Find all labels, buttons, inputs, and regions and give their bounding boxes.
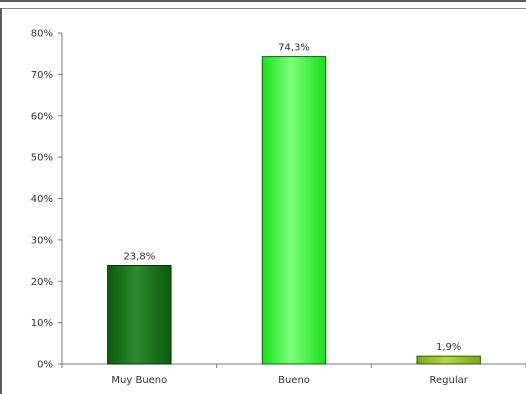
bar-muy-bueno [107, 265, 172, 365]
y-tick-label: 60% [31, 111, 53, 122]
window-top-border [0, 0, 526, 9]
data-label: 23,8% [123, 252, 155, 263]
y-tick-label: 30% [31, 235, 53, 246]
bar-bueno [261, 56, 327, 365]
y-tick-label: 0% [37, 360, 53, 371]
y-tick-label: 70% [31, 70, 53, 81]
y-tick-label: 80% [31, 29, 53, 40]
x-tick-label: Regular [429, 375, 468, 386]
bars [107, 56, 481, 365]
x-tick-label: Bueno [278, 375, 310, 386]
y-tick-label: 40% [31, 194, 53, 205]
bar-regular [416, 355, 481, 365]
y-tick-label: 20% [31, 277, 53, 288]
window-left-border [0, 8, 3, 394]
data-label: 1,9% [436, 342, 461, 353]
data-label: 74,3% [278, 43, 310, 54]
x-tick-label: Muy Bueno [111, 375, 167, 386]
y-tick-label: 50% [31, 153, 53, 164]
x-axis-ticks: Muy Bueno Bueno Regular [61, 364, 526, 386]
data-labels: 23,8% 74,3% 1,9% [123, 43, 461, 354]
y-axis-ticks: 0% 10% 20% 30% 40% 50% 60% 70% 80% [31, 29, 62, 371]
y-tick-label: 10% [31, 318, 53, 329]
